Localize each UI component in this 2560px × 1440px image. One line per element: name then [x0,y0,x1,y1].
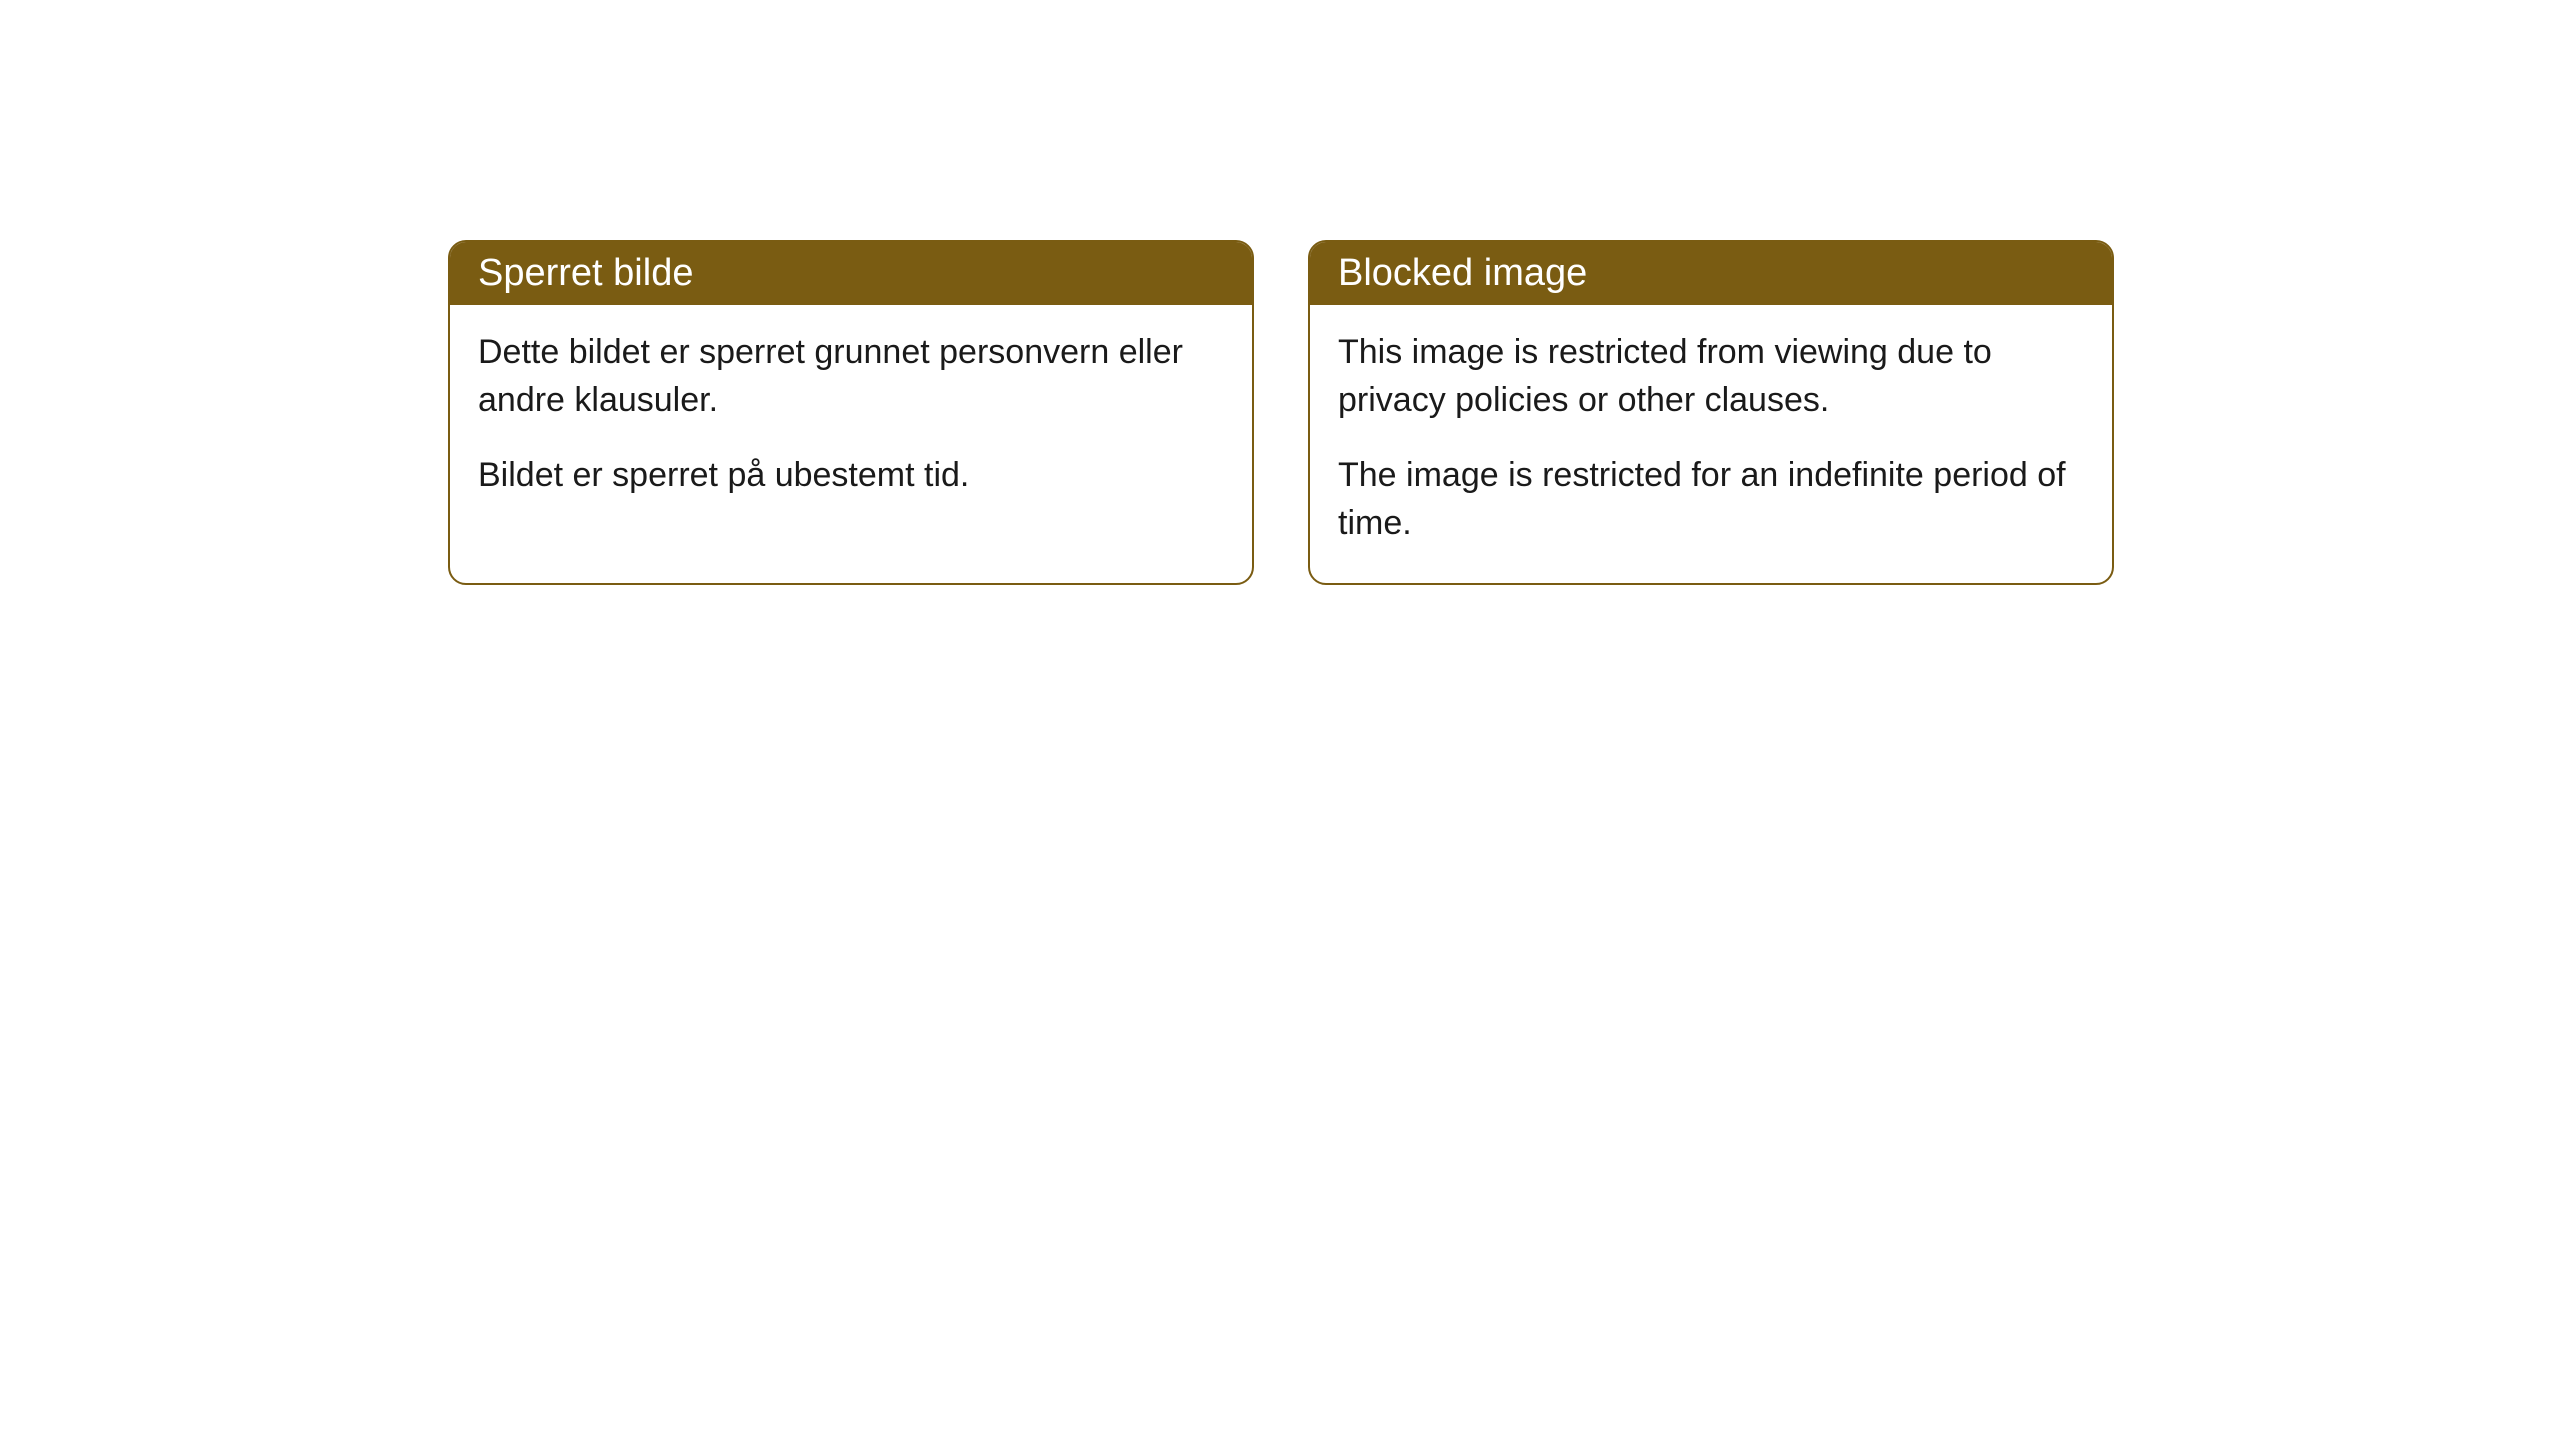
notice-body: This image is restricted from viewing du… [1310,305,2112,583]
notice-text-1: Dette bildet er sperret grunnet personve… [478,329,1224,424]
notice-title: Sperret bilde [478,252,693,294]
notice-container: Sperret bilde Dette bildet er sperret gr… [0,0,2560,585]
notice-text-1: This image is restricted from viewing du… [1338,329,2084,424]
notice-text-2: Bildet er sperret på ubestemt tid. [478,452,1224,500]
notice-title: Blocked image [1338,252,1587,294]
notice-card-english: Blocked image This image is restricted f… [1308,240,2114,585]
notice-body: Dette bildet er sperret grunnet personve… [450,305,1252,536]
notice-header: Sperret bilde [450,242,1252,305]
notice-header: Blocked image [1310,242,2112,305]
notice-card-norwegian: Sperret bilde Dette bildet er sperret gr… [448,240,1254,585]
notice-text-2: The image is restricted for an indefinit… [1338,452,2084,547]
